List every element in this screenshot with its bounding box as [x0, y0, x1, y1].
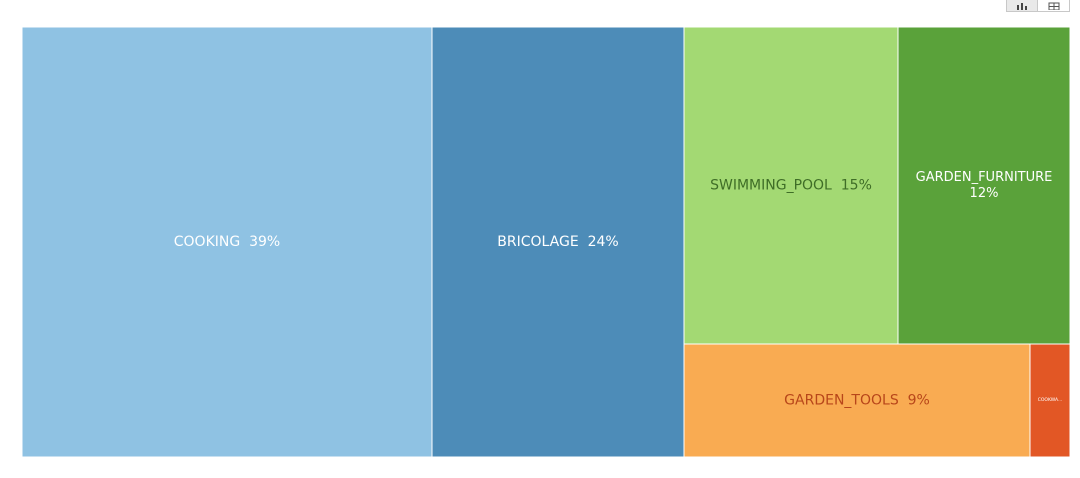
- table-icon: [1048, 2, 1059, 10]
- treemap-label-bricolage: BRICOLAGE 24%: [497, 234, 618, 250]
- treemap-label-garden-furniture-line2: 12%: [970, 186, 999, 201]
- treemap-tile-swimming-pool[interactable]: SWIMMING_POOL 15%: [683, 26, 899, 345]
- bar-chart-icon: [1017, 2, 1027, 10]
- treemap-tile-bricolage[interactable]: BRICOLAGE 24%: [431, 26, 685, 458]
- treemap-rect-cookwa[interactable]: [1029, 343, 1071, 458]
- treemap-label-cookwa: COOKWA...: [1038, 397, 1063, 403]
- treemap-label-swimming-pool: SWIMMING_POOL 15%: [710, 178, 872, 194]
- treemap-tile-garden-tools[interactable]: GARDEN_TOOLS 9%: [683, 343, 1031, 458]
- treemap-tile-cooking[interactable]: COOKING 39%: [21, 26, 433, 458]
- treemap-rect-bricolage[interactable]: [431, 26, 685, 458]
- treemap-label-cooking: COOKING 39%: [174, 234, 280, 250]
- treemap-rect-garden-tools[interactable]: [683, 343, 1031, 458]
- treemap-tile-cookwa[interactable]: COOKWA...: [1029, 343, 1071, 458]
- treemap-label-garden-tools: GARDEN_TOOLS 9%: [784, 393, 930, 409]
- treemap-rect-swimming-pool[interactable]: [683, 26, 899, 345]
- treemap-rect-garden-furniture[interactable]: [897, 26, 1071, 345]
- chart-view-button[interactable]: [1006, 0, 1038, 12]
- table-view-button[interactable]: [1038, 0, 1070, 12]
- view-toggle: [1006, 0, 1070, 12]
- treemap-label-garden-furniture-line1: GARDEN_FURNITURE: [916, 170, 1053, 185]
